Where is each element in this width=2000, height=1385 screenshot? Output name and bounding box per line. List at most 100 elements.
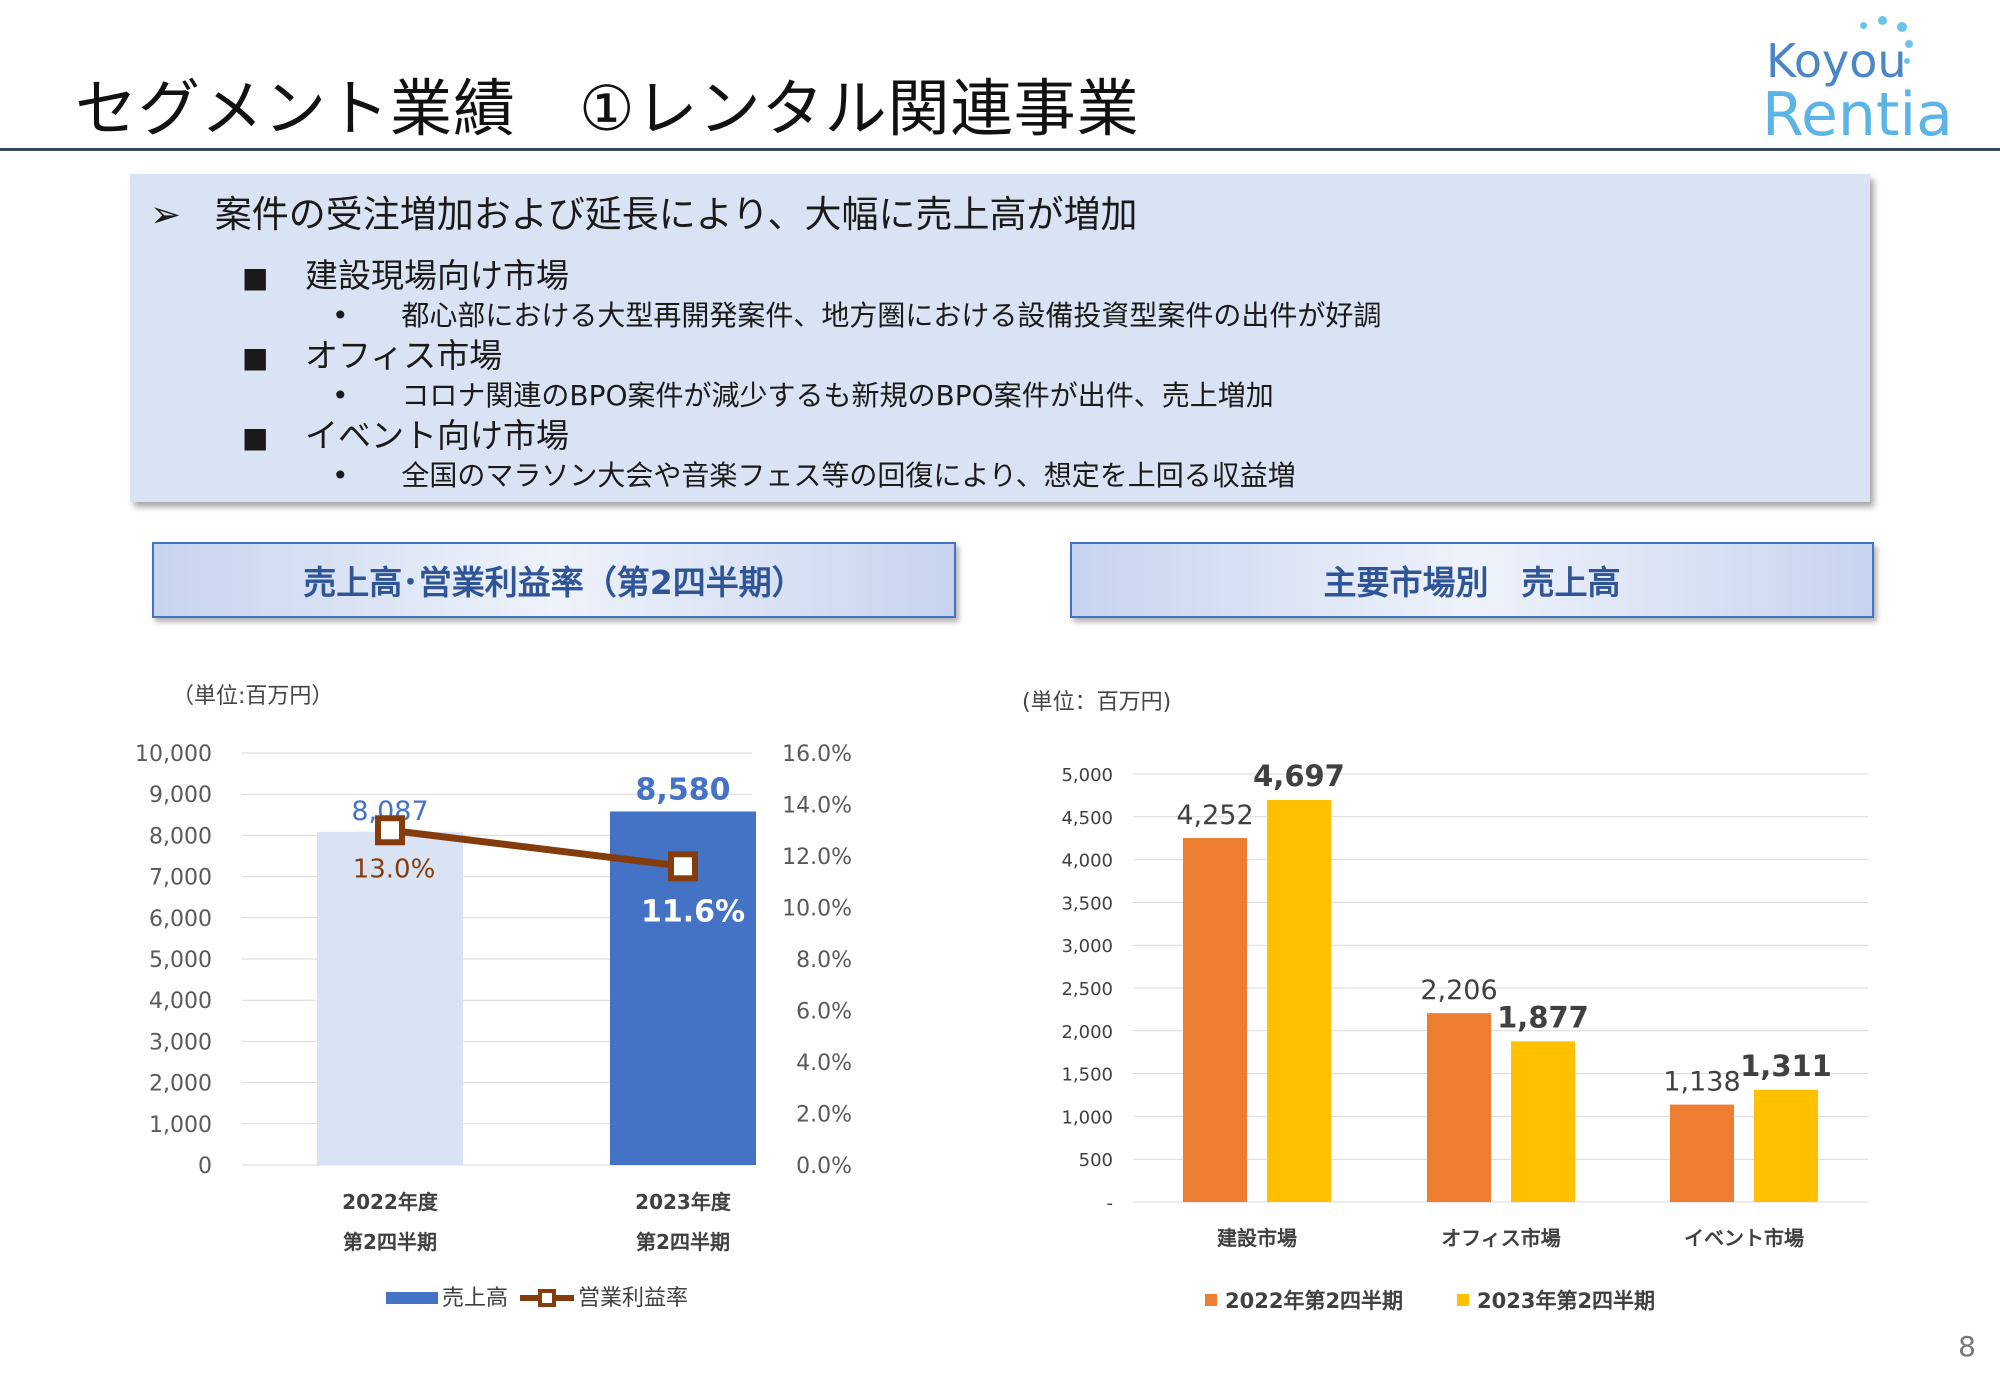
y-right-tick-label: 8.0% <box>796 948 852 973</box>
y-left-tick-label: 4,000 <box>149 989 212 1014</box>
bar <box>317 831 463 1165</box>
y-tick-label: 500 <box>1079 1150 1113 1171</box>
logo-dot <box>1878 16 1887 25</box>
y-right-tick-label: 14.0% <box>782 794 852 819</box>
left-unit-label: （単位:百万円） <box>172 684 334 709</box>
legend-label: 2023年第2四半期 <box>1477 1289 1655 1313</box>
y-tick-label: 1,000 <box>1061 1107 1113 1128</box>
bar-data-label: 8,580 <box>636 773 731 808</box>
line-data-label: 13.0% <box>353 854 436 884</box>
company-logo: Koyou Rentia <box>1760 14 1970 150</box>
y-left-tick-label: 8,000 <box>149 824 212 849</box>
summary-detail-text: 都心部における大型再開発案件、地方圏における設備投資型案件の出件が好調 <box>401 299 1382 332</box>
right-section-header: 主要市場別 売上高 <box>1070 542 1874 618</box>
y-left-tick-label: 0 <box>198 1154 212 1179</box>
y-left-tick-label: 6,000 <box>149 907 212 932</box>
legend-swatch <box>1457 1294 1469 1306</box>
bar <box>1267 799 1331 1202</box>
right-unit-label: (単位：百万円) <box>1022 690 1172 715</box>
summary-item-label: 建設現場向け市場 <box>304 256 569 295</box>
y-left-tick-label: 3,000 <box>149 1030 212 1055</box>
bar <box>1427 1013 1491 1202</box>
line-marker <box>668 851 698 882</box>
market-sales-chart: - 500 1,000 1,500 2,000 2,500 3,000 3,500 4,000 4… <box>1061 759 1868 1313</box>
square-bullet-icon: ■ <box>242 341 269 374</box>
bar-data-label: 1,311 <box>1740 1049 1832 1083</box>
title-divider <box>0 148 2000 151</box>
x-tick-label: 2022年度 <box>342 1190 439 1214</box>
y-tick-label: 4,500 <box>1061 808 1113 829</box>
margin-line <box>389 826 684 870</box>
square-bullet-icon: ■ <box>242 261 269 294</box>
sales-margin-chart: 0 1,000 2,000 3,000 4,000 5,000 6,000 7,000 8,00… <box>135 742 852 1311</box>
summary-item: ■ オフィス市場 <box>242 329 502 377</box>
summary-detail: • 都心部における大型再開発案件、地方圏における設備投資型案件の出件が好調 <box>332 294 1381 334</box>
dot-bullet-icon: • <box>332 379 349 412</box>
y-tick-label: 2,000 <box>1061 1022 1113 1043</box>
left-section-header: 売上高･営業利益率（第2四半期） <box>152 542 956 618</box>
bar-data-label: 2,206 <box>1420 975 1497 1006</box>
logo-text-bottom: Rentia <box>1762 80 1953 150</box>
dot-bullet-icon: • <box>332 299 349 332</box>
logo-dot <box>1905 40 1913 48</box>
summary-detail-text: 全国のマラソン大会や音楽フェス等の回復により、想定を上回る収益増 <box>401 459 1296 492</box>
logo-dot <box>1860 22 1867 29</box>
bar <box>1754 1089 1818 1202</box>
y-tick-label: 3,000 <box>1061 936 1113 957</box>
page-number: 8 <box>1958 1330 1976 1363</box>
y-right-tick-label: 0.0% <box>796 1154 852 1179</box>
summary-item: ■ 建設現場向け市場 <box>242 249 569 297</box>
x-tick-label: 第2四半期 <box>636 1230 730 1254</box>
legend-label: 営業利益率 <box>578 1286 688 1311</box>
y-right-tick-label: 6.0% <box>796 1000 852 1025</box>
y-tick-label: 5,000 <box>1061 765 1113 786</box>
y-left-tick-label: 10,000 <box>135 742 212 767</box>
summary-detail: • 全国のマラソン大会や音楽フェス等の回復により、想定を上回る収益増 <box>332 454 1296 494</box>
logo-dot <box>1898 72 1903 77</box>
y-right-tick-label: 12.0% <box>782 845 852 870</box>
x-tick-label: 2023年度 <box>635 1190 732 1214</box>
logo-dot <box>1897 22 1907 32</box>
y-left-tick-label: 5,000 <box>149 948 212 973</box>
summary-box: ➢ 案件の受注増加および延長により、大幅に売上高が増加 ■ 建設現場向け市場 •… <box>130 174 1870 502</box>
y-tick-label: - <box>1107 1193 1114 1214</box>
y-tick-label: 1,500 <box>1061 1065 1113 1086</box>
bar <box>1670 1104 1734 1202</box>
summary-item-label: イベント向け市場 <box>304 416 569 455</box>
y-left-tick-label: 1,000 <box>149 1113 212 1138</box>
legend-swatch <box>386 1292 438 1304</box>
summary-headline: ➢ 案件の受注増加および延長により、大幅に売上高が増加 <box>150 184 1138 238</box>
x-tick-label: イベント市場 <box>1684 1226 1804 1250</box>
bar-data-label: 1,138 <box>1663 1067 1740 1098</box>
x-tick-label: 建設市場 <box>1217 1226 1297 1250</box>
bar-data-label: 1,877 <box>1497 1000 1589 1034</box>
y-tick-label: 4,000 <box>1061 851 1113 872</box>
y-tick-label: 3,500 <box>1061 893 1113 914</box>
bar <box>1183 838 1247 1202</box>
summary-headline-text: 案件の受注増加および延長により、大幅に売上高が増加 <box>214 193 1138 236</box>
summary-item: ■ イベント向け市場 <box>242 409 569 457</box>
bar <box>1511 1041 1575 1202</box>
logo-dot <box>1904 58 1910 64</box>
line-data-label: 11.6% <box>641 894 745 929</box>
y-left-tick-label: 7,000 <box>149 866 212 891</box>
legend-label: 売上高 <box>442 1286 508 1311</box>
arrow-bullet-icon: ➢ <box>150 193 182 236</box>
y-right-tick-label: 10.0% <box>782 897 852 922</box>
square-bullet-icon: ■ <box>242 421 269 454</box>
bar-data-label: 4,252 <box>1176 800 1253 831</box>
legend-label: 2022年第2四半期 <box>1225 1289 1403 1313</box>
x-tick-label: 第2四半期 <box>343 1230 437 1254</box>
bar-data-label: 4,697 <box>1253 759 1345 793</box>
summary-item-label: オフィス市場 <box>304 336 503 375</box>
summary-detail-text: コロナ関連のBPO案件が減少するも新規のBPO案件が出件、売上増加 <box>401 379 1274 412</box>
x-tick-label: オフィス市場 <box>1441 1226 1561 1250</box>
legend-swatch <box>1205 1294 1217 1306</box>
summary-detail: • コロナ関連のBPO案件が減少するも新規のBPO案件が出件、売上増加 <box>332 374 1274 414</box>
legend-swatch <box>538 1289 556 1307</box>
page-title: セグメント業績 ①レンタル関連事業 <box>75 72 1140 145</box>
y-right-tick-label: 2.0% <box>796 1103 852 1128</box>
y-tick-label: 2,500 <box>1061 979 1113 1000</box>
y-right-tick-label: 16.0% <box>782 742 852 767</box>
y-left-tick-label: 9,000 <box>149 783 212 808</box>
